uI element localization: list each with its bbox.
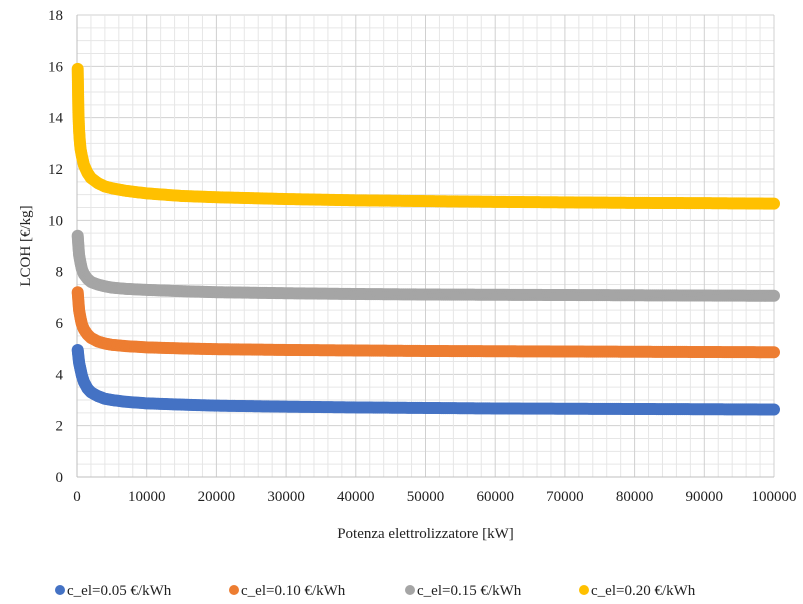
legend-marker xyxy=(229,585,239,595)
series-layer xyxy=(71,62,780,416)
y-tick-label: 18 xyxy=(48,8,63,24)
x-tick-label: 60000 xyxy=(476,489,514,505)
legend-item-2: c_el=0.10 €/kWh xyxy=(229,583,346,599)
y-tick-label: 6 xyxy=(56,316,64,332)
y-tick-label: 10 xyxy=(48,213,63,229)
legend-marker xyxy=(55,585,65,595)
y-tick-label: 12 xyxy=(48,162,63,178)
legend-label: c_el=0.15 €/kWh xyxy=(417,583,522,599)
x-tick-label: 40000 xyxy=(337,489,375,505)
y-tick-label: 0 xyxy=(56,470,64,486)
x-tick-label: 0 xyxy=(73,489,81,505)
x-tick-label: 10000 xyxy=(128,489,166,505)
x-tick-label: 50000 xyxy=(407,489,445,505)
legend-label: c_el=0.20 €/kWh xyxy=(591,583,696,599)
series-4 xyxy=(71,62,780,210)
data-point xyxy=(768,197,780,210)
legend-marker xyxy=(579,585,589,595)
y-axis-title: LCOH [€/kg] xyxy=(18,205,34,286)
x-tick-label: 80000 xyxy=(616,489,654,505)
x-tick-label: 20000 xyxy=(198,489,236,505)
series-1 xyxy=(71,343,780,416)
legend: c_el=0.05 €/kWh c_el=0.10 €/kWh c_el=0.15 … xyxy=(55,583,696,599)
x-axis-title: Potenza elettrolizzatore [kW] xyxy=(337,526,514,542)
x-tick-label: 90000 xyxy=(686,489,724,505)
data-point xyxy=(768,346,780,359)
y-tick-label: 14 xyxy=(48,111,64,127)
legend-label: c_el=0.10 €/kWh xyxy=(241,583,346,599)
y-tick-label: 8 xyxy=(56,265,64,281)
legend-marker xyxy=(405,585,415,595)
y-tick-label: 4 xyxy=(56,367,64,383)
legend-item-4: c_el=0.20 €/kWh xyxy=(579,583,696,599)
series-2 xyxy=(71,286,780,359)
x-tick-label: 100000 xyxy=(752,489,797,505)
tick-labels: 0 2 4 6 8 10 12 14 16 18 0 10000 20000 30000 40000 5000… xyxy=(48,8,797,505)
x-tick-label: 30000 xyxy=(267,489,305,505)
y-tick-label: 16 xyxy=(48,59,64,75)
legend-label: c_el=0.05 €/kWh xyxy=(67,583,172,599)
y-tick-label: 2 xyxy=(56,419,64,435)
legend-item-3: c_el=0.15 €/kWh xyxy=(405,583,522,599)
data-point xyxy=(768,289,780,302)
grid-lines xyxy=(76,14,775,478)
x-tick-label: 70000 xyxy=(546,489,584,505)
series-3 xyxy=(71,229,780,302)
legend-item-1: c_el=0.05 €/kWh xyxy=(55,583,172,599)
data-point xyxy=(768,403,780,416)
